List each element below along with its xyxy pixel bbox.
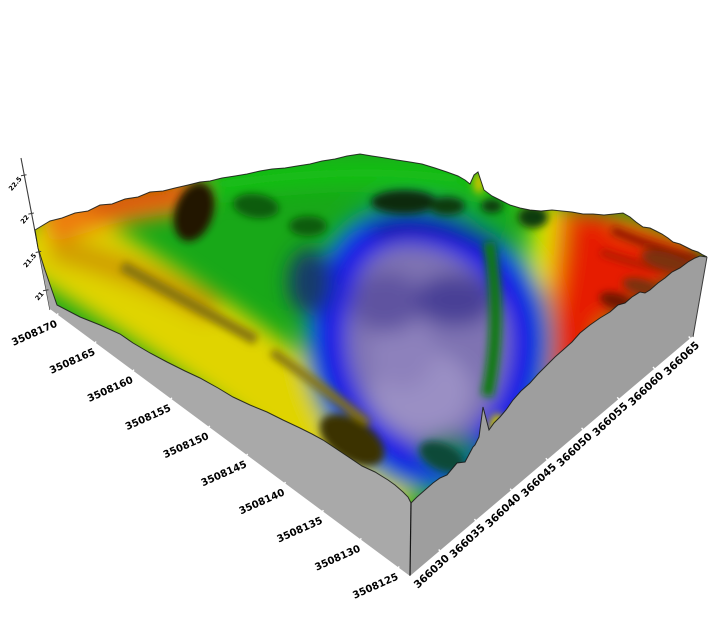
y-axis-edge xyxy=(49,309,411,578)
front-corner-edge xyxy=(409,502,412,578)
west-wall xyxy=(35,230,411,577)
y-tick-label: 3508125 xyxy=(351,572,400,602)
y-tick-mark xyxy=(53,312,59,320)
y-tick-mark xyxy=(91,341,97,348)
y-tick-label: 3508145 xyxy=(200,459,249,489)
y-tick-label: 3508170 xyxy=(10,319,59,349)
z-tick-mark xyxy=(28,212,34,215)
x-tick-mark xyxy=(509,488,516,496)
south-wall xyxy=(410,256,707,577)
x-tick-mark xyxy=(581,427,588,435)
y-tick-mark xyxy=(280,481,287,489)
y-tick-label: 3508150 xyxy=(162,431,211,461)
y-tick-mark xyxy=(394,565,400,573)
z-tick-label: 21.5 xyxy=(22,251,39,269)
y-tick-mark xyxy=(318,509,324,517)
terrain-outline xyxy=(34,153,708,504)
z-tick-label: 21 xyxy=(34,290,46,302)
y-tick-label: 3508130 xyxy=(313,544,362,574)
y-tick-mark xyxy=(356,537,362,545)
x-tick-mark xyxy=(438,549,445,557)
y-tick-mark xyxy=(204,425,211,433)
x-axis-edge xyxy=(409,336,694,578)
y-tick-label: 3508165 xyxy=(48,347,97,377)
z-tick-mark xyxy=(20,174,27,177)
right-corner-edge xyxy=(692,256,708,338)
z-tick-mark xyxy=(42,289,49,292)
y-tick-label: 3508140 xyxy=(238,487,287,517)
x-tick-mark xyxy=(616,396,624,404)
y-tick-mark xyxy=(242,453,249,461)
y-tick-label: 3508135 xyxy=(275,515,324,545)
y-tick-label: 3508160 xyxy=(86,375,135,405)
y-tick-mark xyxy=(166,397,173,405)
x-tick-mark xyxy=(473,518,481,526)
z-tick-label: 22 xyxy=(19,213,31,225)
x-tick-mark xyxy=(652,366,659,374)
x-tick-mark xyxy=(688,336,695,344)
x-tick-mark xyxy=(545,457,552,465)
y-tick-mark xyxy=(129,369,135,377)
z-tick-label: 22.5 xyxy=(7,175,24,193)
z-tick-mark xyxy=(35,250,42,253)
y-tick-label: 3508155 xyxy=(124,403,173,433)
surface-shading-detail xyxy=(119,172,701,473)
